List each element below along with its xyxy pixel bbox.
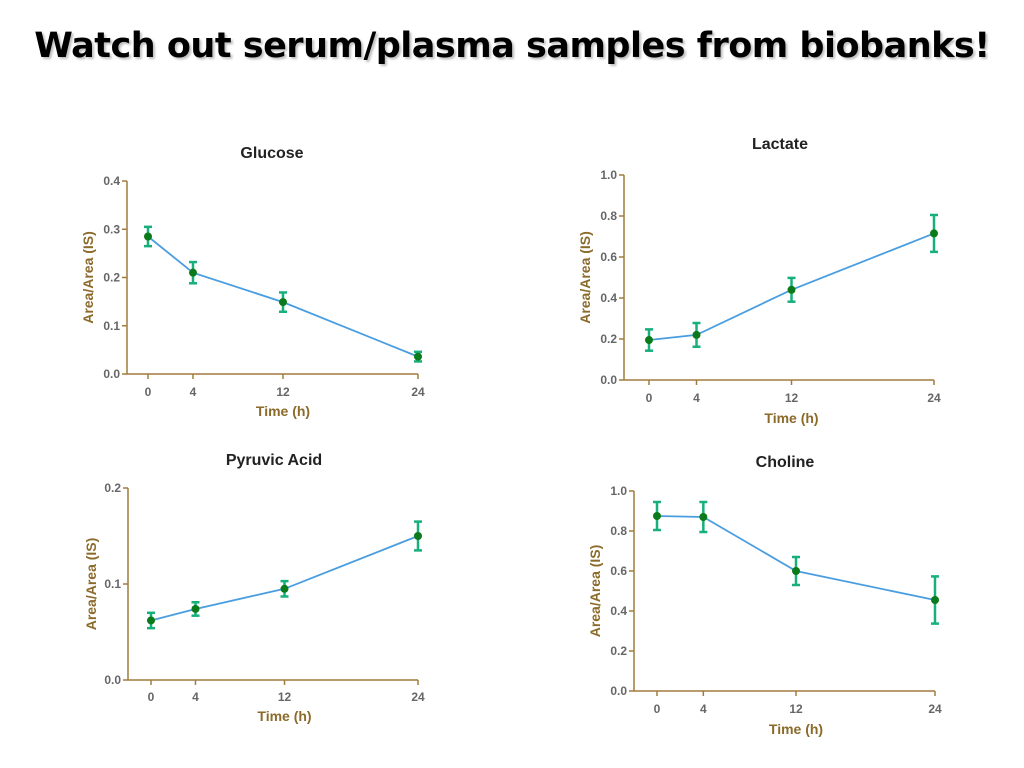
chart-title: Lactate — [752, 136, 808, 153]
y-axis-label: Area/Area (IS) — [587, 545, 603, 638]
data-point — [930, 229, 938, 238]
x-tick-label: 4 — [700, 702, 707, 716]
chart-lactate: Lactate 0.0 0.2 0.4 0.6 0.8 1.0 0 4 12 24 Time (h) A… — [577, 136, 941, 426]
data-point — [144, 232, 152, 241]
data-point — [699, 513, 708, 521]
data-point — [191, 604, 200, 613]
x-tick-label: 0 — [646, 391, 653, 405]
y-tick-label: 0.6 — [610, 564, 627, 578]
y-axis-label: Area/Area (IS) — [577, 231, 593, 324]
x-tick-label: 0 — [148, 690, 155, 704]
y-tick-label: 1.0 — [610, 484, 627, 498]
x-tick-label: 0 — [654, 702, 661, 716]
y-tick-label: 0.6 — [600, 250, 617, 264]
y-tick-label: 0.4 — [600, 291, 617, 305]
chart-choline: Choline 0.0 0.2 0.4 0.6 0.8 1.0 0 4 12 24 Time (h) A… — [587, 454, 942, 737]
data-point — [279, 298, 287, 307]
x-axis-label: Time (h) — [769, 721, 823, 737]
y-tick-label: 0.4 — [610, 604, 627, 618]
data-point — [189, 268, 197, 277]
y-tick-label: 0.8 — [600, 209, 617, 223]
chart-pyruvic-acid: Pyruvic Acid 0.0 0.1 0.2 0 4 12 24 Time (h) Area/… — [83, 452, 425, 724]
series-line — [150, 535, 419, 622]
y-tick-label: 0.0 — [103, 367, 120, 381]
x-tick-label: 4 — [693, 391, 700, 405]
chart-glucose: Glucose 0.0 0.1 0.2 0.3 0.4 0 4 12 24 Time (h) Area… — [80, 145, 425, 419]
y-tick-label: 0.1 — [103, 319, 120, 333]
x-tick-label: 24 — [411, 385, 425, 399]
data-point — [653, 512, 661, 520]
x-tick-label: 4 — [190, 385, 197, 399]
data-point — [414, 532, 422, 540]
data-point — [692, 330, 701, 339]
y-tick-label: 1.0 — [600, 168, 617, 182]
y-tick-label: 0.3 — [103, 222, 120, 236]
series-line — [147, 235, 419, 358]
x-tick-label: 12 — [789, 702, 803, 716]
x-tick-label: 4 — [192, 690, 199, 704]
data-point — [645, 336, 653, 345]
chart-title: Glucose — [240, 145, 303, 162]
y-tick-label: 0.4 — [103, 174, 120, 188]
y-tick-label: 0.2 — [610, 644, 627, 658]
x-tick-label: 0 — [145, 385, 152, 399]
y-tick-label: 0.2 — [104, 481, 121, 495]
x-tick-label: 12 — [276, 385, 290, 399]
data-point — [147, 616, 155, 625]
y-axis-label: Area/Area (IS) — [80, 231, 96, 324]
x-axis-label: Time (h) — [256, 403, 310, 419]
y-tick-label: 0.2 — [103, 271, 120, 285]
data-point — [792, 567, 800, 575]
x-tick-label: 24 — [411, 690, 425, 704]
y-axis-label: Area/Area (IS) — [83, 538, 99, 631]
data-point — [280, 584, 289, 593]
x-tick-label: 24 — [927, 391, 941, 405]
y-tick-label: 0.0 — [600, 373, 617, 387]
y-tick-label: 0.8 — [610, 524, 627, 538]
x-tick-label: 24 — [928, 702, 942, 716]
series-line — [656, 515, 936, 601]
y-tick-label: 0.0 — [104, 673, 121, 687]
y-tick-label: 0.1 — [104, 577, 121, 591]
x-tick-label: 12 — [785, 391, 799, 405]
chart-title: Choline — [756, 454, 815, 471]
x-tick-label: 12 — [278, 690, 292, 704]
data-point — [931, 596, 939, 604]
y-tick-label: 0.2 — [600, 332, 617, 346]
data-point — [787, 285, 796, 294]
x-axis-label: Time (h) — [764, 410, 818, 426]
chart-title: Pyruvic Acid — [226, 452, 322, 469]
y-tick-label: 0.0 — [610, 684, 627, 698]
series-line — [648, 232, 935, 341]
slide-title: Watch out serum/plasma samples from biob… — [34, 26, 990, 66]
data-point — [414, 352, 422, 361]
x-axis-label: Time (h) — [257, 708, 311, 724]
